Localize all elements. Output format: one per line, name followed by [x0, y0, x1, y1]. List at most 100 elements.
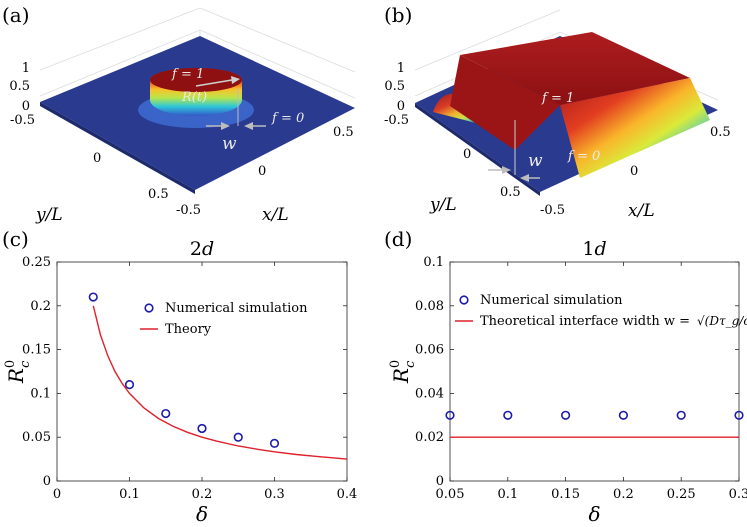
panel-c-label: (c) [2, 227, 29, 251]
panel-b: (b) f = 1 f = 0 w 0 0.5 1 -0.5 0 0.5 -0.… [384, 3, 731, 221]
panel-b-ridge-wall [560, 78, 710, 178]
panel-a-annotation-f0: f = 0 [271, 111, 304, 126]
panel-b-ztick-0: 0 [397, 99, 405, 114]
panel-b-xtick-0: -0.5 [540, 203, 565, 218]
panel-b-label: (b) [384, 3, 412, 27]
chart-d-ytick-label: 0.06 [415, 343, 444, 358]
panel-a-xtick-0: -0.5 [176, 203, 201, 218]
chart-d-legend-marker-swatch [459, 295, 469, 305]
panel-b-annotation-f1: f = 1 [541, 91, 574, 106]
panel-b-ytick-1: 0 [463, 147, 471, 162]
chart-c-xtick-label: 0.1 [119, 487, 140, 502]
panel-a-xtick-1: 0 [258, 164, 266, 179]
panel-b-ztick-2: 1 [397, 61, 405, 76]
chart-d: 1d 0.05 0.1 0.15 0.2 0.25 0.3 0 0.02 0.04 0.06 0.08… [388, 238, 747, 526]
panel-a-dome-cap [150, 68, 242, 92]
chart-c-ytick-label: 0.15 [22, 343, 51, 358]
chart-d-xtick-label: 0.25 [667, 487, 696, 502]
panel-a-ztick-2: 1 [22, 61, 30, 76]
chart-d-title: 1d [582, 238, 606, 260]
chart-d-ylabel: R0c [388, 360, 418, 384]
panel-a-annotation-radius: R(t) [181, 90, 207, 105]
panel-a-ylabel: y/L [35, 205, 63, 225]
chart-d-data-point [560, 410, 571, 420]
chart-c-xtick-label: 0.3 [264, 487, 285, 502]
panel-b-ylabel: y/L [429, 195, 457, 215]
chart-c-data-point [124, 380, 135, 390]
chart-c-xlabel: δ [196, 502, 208, 526]
chart-c-ylabel: R0c [3, 360, 33, 384]
chart-d-data-point [445, 410, 455, 420]
chart-d-xtick-label: 0.15 [551, 487, 580, 502]
chart-c-legend-marker-swatch [144, 303, 154, 313]
panel-a-ytick-2: 0.5 [148, 187, 169, 202]
panel-a-radius-arrowhead [231, 76, 240, 84]
chart-d-xtick-label: 0.3 [729, 487, 747, 502]
panel-a-width-arrowhead-left [221, 122, 230, 130]
chart-d-axes-box [449, 261, 740, 482]
panel-a-box-grid [39, 7, 356, 99]
panel-a-ztick-1: 0.5 [9, 79, 30, 94]
panel-a-xtick-2: 0.5 [333, 125, 354, 140]
panel-a-ytick-0: -0.5 [10, 113, 35, 128]
panel-b-xlabel: x/L [628, 201, 655, 221]
chart-c-xtick-label: 0.2 [192, 487, 213, 502]
chart-c-series-line [92, 305, 348, 460]
panel-b-width-arrowhead-left [502, 166, 511, 174]
panel-b-ytick-0: -0.5 [384, 113, 409, 128]
panel-a-ztick-0: 0 [22, 99, 30, 114]
panel-a-xlabel: x/L [262, 205, 289, 225]
chart-c-legend-label: Numerical simulation [165, 301, 308, 316]
panel-b-annotation-w: w [528, 151, 543, 171]
chart-c-ytick-label: 0.25 [22, 255, 51, 270]
panel-a-label: (a) [2, 3, 30, 27]
panel-a-annotation-w: w [222, 134, 237, 154]
chart-d-data-point [676, 410, 686, 420]
chart-d-legend-formula: √(Dτ_g/σ) [697, 314, 747, 328]
panel-b-ytick-2: 0.5 [500, 185, 521, 200]
panel-d-label: (d) [384, 227, 412, 251]
panel-d: (d) 1d 0.05 0.1 0.15 0.2 0.25 0.3 0 0.02 0.04 0.06… [384, 227, 747, 526]
panel-a-floor-edge [40, 102, 195, 194]
chart-c: 2d 0 0.1 0.2 0.3 0.4 0 0.05 0.1 0.15 0.2 0.25 δ R0c Nu… [3, 238, 357, 526]
panel-a-ytick-1: 0 [93, 151, 101, 166]
chart-c-xtick-label: 0.4 [337, 487, 358, 502]
chart-d-ytick-label: 0.02 [415, 430, 444, 445]
chart-c-axes-box [56, 261, 348, 482]
panel-a-radius-arrow [195, 79, 233, 87]
panel-b-ztick-1: 0.5 [384, 79, 405, 94]
chart-d-ytick-label: 0.08 [415, 299, 444, 314]
chart-c-data-point [88, 292, 98, 302]
chart-d-xtick-label: 0.05 [436, 487, 465, 502]
panel-c: (c) 2d 0 0.1 0.2 0.3 0.4 0 0.05 0.1 0.15 0.2 0.25 δ R… [2, 227, 357, 526]
chart-d-xtick-label: 0.2 [613, 487, 634, 502]
panel-b-width-arrowhead-right [520, 174, 529, 182]
chart-c-data-point [161, 408, 171, 419]
chart-c-ytick-label: 0 [43, 474, 51, 489]
chart-c-ytick-label: 0.05 [22, 430, 51, 445]
panel-a-width-arrowhead-right [244, 122, 253, 130]
chart-c-data-point [233, 432, 243, 442]
chart-d-data-point [618, 410, 629, 420]
chart-d-data-point [503, 410, 513, 420]
chart-d-legend-label: Numerical simulation [480, 293, 623, 308]
chart-d-ytick-label: 0.04 [415, 386, 444, 401]
chart-d-ytick-label: 0 [436, 474, 444, 489]
panel-b-annotation-f0: f = 0 [567, 149, 600, 164]
panel-b-ridge-cap [460, 32, 690, 105]
chart-d-ytick-label: 0.1 [423, 255, 444, 270]
chart-c-title: 2d [190, 238, 214, 260]
chart-d-legend-label: Theoretical interface width w = [480, 314, 690, 329]
panel-b-xtick-2: 0.5 [710, 125, 731, 140]
chart-c-ytick-label: 0.2 [30, 299, 51, 314]
chart-c-legend-label: Theory [165, 322, 212, 337]
chart-c-data-point [197, 423, 207, 434]
chart-d-xtick-label: 0.1 [497, 487, 518, 502]
chart-d-xlabel: δ [588, 502, 600, 526]
chart-d-data-point [734, 410, 744, 420]
panel-b-floor-edge [415, 103, 540, 196]
panel-a: (a) f = 1 R(t) w f = 0 0 0.5 1 -0.5 [2, 3, 356, 225]
chart-c-data-point [269, 438, 280, 448]
panel-a-annotation-f1: f = 1 [171, 67, 204, 82]
